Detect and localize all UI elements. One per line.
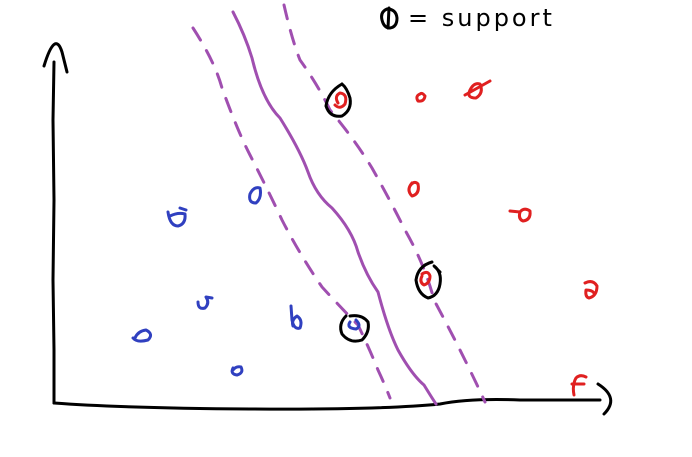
blue-point xyxy=(131,328,153,343)
margin-right-line xyxy=(282,3,487,404)
red-point xyxy=(463,79,492,100)
axes xyxy=(42,42,613,416)
red-point xyxy=(570,374,588,397)
y-axis-arrow xyxy=(42,42,69,74)
blue-points xyxy=(131,186,361,377)
decision-boundary xyxy=(231,10,438,406)
blue-point xyxy=(230,365,244,377)
blue-point xyxy=(196,295,214,310)
red-points xyxy=(333,79,599,397)
decision-boundary-line xyxy=(231,10,438,406)
red-point xyxy=(333,91,348,109)
y-axis-line xyxy=(51,60,56,405)
x-axis-line xyxy=(52,398,602,411)
x-axis-arrow xyxy=(596,382,613,416)
blue-point xyxy=(289,304,303,330)
red-point xyxy=(419,270,432,287)
legend-label: = support xyxy=(408,4,555,32)
margin-lines xyxy=(191,3,487,404)
red-point xyxy=(583,280,599,300)
red-point xyxy=(415,91,427,103)
support-vector-marker xyxy=(324,82,352,118)
margin-left-line xyxy=(191,26,392,400)
legend: = support xyxy=(380,4,555,32)
support-vectors xyxy=(324,82,442,343)
support-vector-marker xyxy=(414,260,442,300)
red-point xyxy=(508,207,532,223)
red-point xyxy=(407,180,420,198)
support-vector-marker xyxy=(339,314,370,343)
blue-point xyxy=(166,206,188,228)
blue-point xyxy=(248,186,262,205)
blue-point xyxy=(347,318,361,331)
legend-support-symbol xyxy=(380,6,399,30)
